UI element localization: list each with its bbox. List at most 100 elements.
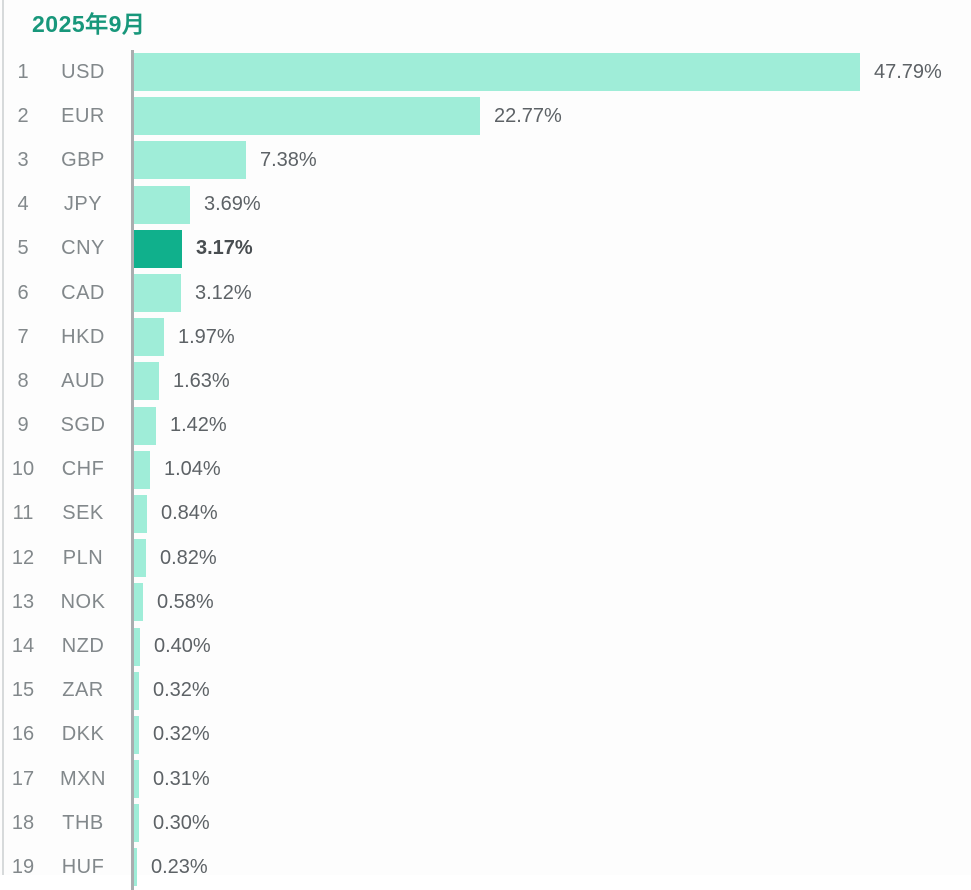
- rank-label: 7: [17, 325, 29, 348]
- rank-label: 16: [11, 723, 35, 746]
- rank-label: 2: [17, 104, 29, 127]
- chart-title: 2025年9月: [32, 11, 146, 37]
- rank-label: 10: [11, 458, 35, 481]
- bar-chf[interactable]: [134, 450, 150, 489]
- value-label: 0.84%: [161, 502, 218, 525]
- bar-track: 3.69%: [131, 182, 971, 227]
- bar-pln[interactable]: [134, 539, 146, 578]
- bar-huf[interactable]: [134, 848, 137, 887]
- rank-label: 19: [11, 855, 35, 878]
- currency-code: GBP: [61, 148, 105, 171]
- currency-code: DKK: [61, 723, 105, 746]
- chart-row-gbp: 3 GBP 7.38%: [0, 138, 971, 183]
- currency-code: HUF: [61, 855, 105, 878]
- value-label: 0.30%: [153, 811, 210, 834]
- bar-track: 0.32%: [131, 668, 971, 713]
- value-label: 0.32%: [153, 679, 210, 702]
- bar-thb[interactable]: [134, 804, 139, 843]
- bar-hkd[interactable]: [134, 318, 164, 357]
- bar-dkk[interactable]: [134, 715, 139, 754]
- rank-label: 14: [11, 635, 35, 658]
- rank-label: 1: [17, 60, 29, 83]
- chart-row-sgd: 9 SGD 1.42%: [0, 403, 971, 448]
- currency-code: USD: [61, 60, 105, 83]
- rank-label: 3: [17, 148, 29, 171]
- value-label: 0.23%: [151, 855, 208, 878]
- chart-row-sek: 11 SEK 0.84%: [0, 491, 971, 537]
- chart-row-pln: 12 PLN 0.82%: [0, 536, 971, 581]
- currency-code: AUD: [61, 369, 105, 392]
- chart-row-nzd: 14 NZD 0.40%: [0, 624, 971, 669]
- bar-sek[interactable]: [134, 494, 147, 533]
- currency-code: HKD: [61, 325, 105, 348]
- bar-usd[interactable]: [134, 53, 860, 92]
- value-label: 0.32%: [153, 723, 210, 746]
- chart-row-cad: 6 CAD 3.12%: [0, 270, 971, 316]
- bar-track: 0.40%: [131, 624, 971, 669]
- bar-track: 0.32%: [131, 712, 971, 757]
- bar-aud[interactable]: [134, 362, 159, 401]
- bar-track: 1.42%: [131, 403, 971, 448]
- bar-track: 3.12%: [131, 270, 971, 316]
- rank-label: 12: [11, 546, 35, 569]
- bar-cad[interactable]: [134, 274, 181, 313]
- bar-track: 0.58%: [131, 580, 971, 625]
- value-label: 47.79%: [874, 60, 942, 83]
- bar-sgd[interactable]: [134, 406, 156, 445]
- chart-row-aud: 8 AUD 1.63%: [0, 359, 971, 404]
- value-label: 3.12%: [195, 281, 252, 304]
- value-label: 0.58%: [157, 590, 214, 613]
- chart-row-chf: 10 CHF 1.04%: [0, 447, 971, 492]
- bar-track: 0.31%: [131, 757, 971, 802]
- value-label: 0.31%: [153, 767, 210, 790]
- chart-row-hkd: 7 HKD 1.97%: [0, 315, 971, 360]
- currency-code: PLN: [62, 546, 104, 569]
- rank-label: 15: [11, 679, 35, 702]
- currency-code: MXN: [60, 767, 106, 790]
- bar-cny[interactable]: [134, 229, 182, 268]
- currency-code: ZAR: [62, 679, 104, 702]
- bar-track: 1.04%: [131, 447, 971, 492]
- rank-label: 8: [17, 369, 29, 392]
- rank-label: 18: [11, 811, 35, 834]
- rank-label: 6: [17, 281, 29, 304]
- chart-row-jpy: 4 JPY 3.69%: [0, 182, 971, 227]
- page-left-border: [2, 0, 4, 875]
- currency-code: NOK: [60, 590, 106, 613]
- currency-code: SEK: [62, 502, 104, 525]
- bar-zar[interactable]: [134, 671, 139, 710]
- value-label: 1.97%: [178, 325, 235, 348]
- bar-track: 1.97%: [131, 315, 971, 360]
- bar-chart: 1 USD 47.79% 2 EUR 22.77% 3 GBP 7.38% 4 JPY 3.69% 5 C…: [0, 50, 971, 890]
- bar-nok[interactable]: [134, 583, 143, 622]
- bar-track: 3.17%: [131, 226, 971, 271]
- chart-row-thb: 18 THB 0.30%: [0, 801, 971, 846]
- chart-row-nok: 13 NOK 0.58%: [0, 580, 971, 625]
- currency-code: NZD: [61, 635, 105, 658]
- bar-nzd[interactable]: [134, 627, 140, 666]
- bar-track: 7.38%: [131, 138, 971, 183]
- bar-gbp[interactable]: [134, 141, 246, 180]
- currency-code: JPY: [63, 193, 103, 216]
- rank-label: 9: [17, 414, 29, 437]
- currency-code: CAD: [61, 281, 105, 304]
- bar-eur[interactable]: [134, 97, 480, 136]
- rank-label: 13: [11, 590, 35, 613]
- currency-code: CNY: [61, 237, 105, 260]
- chart-row-cny: 5 CNY 3.17%: [0, 226, 971, 271]
- bar-mxn[interactable]: [134, 760, 139, 799]
- value-label: 1.63%: [173, 369, 230, 392]
- bar-jpy[interactable]: [134, 185, 190, 224]
- currency-code: CHF: [61, 458, 105, 481]
- bar-track: 22.77%: [131, 94, 971, 139]
- currency-code: EUR: [61, 104, 105, 127]
- bar-track: 47.79%: [131, 50, 971, 95]
- value-label: 3.17%: [196, 237, 253, 260]
- value-label: 7.38%: [260, 148, 317, 171]
- value-label: 0.82%: [160, 546, 217, 569]
- bar-track: 1.63%: [131, 359, 971, 404]
- bar-track: 0.30%: [131, 801, 971, 846]
- rank-label: 4: [17, 193, 29, 216]
- rank-label: 5: [17, 237, 29, 260]
- chart-row-dkk: 16 DKK 0.32%: [0, 712, 971, 757]
